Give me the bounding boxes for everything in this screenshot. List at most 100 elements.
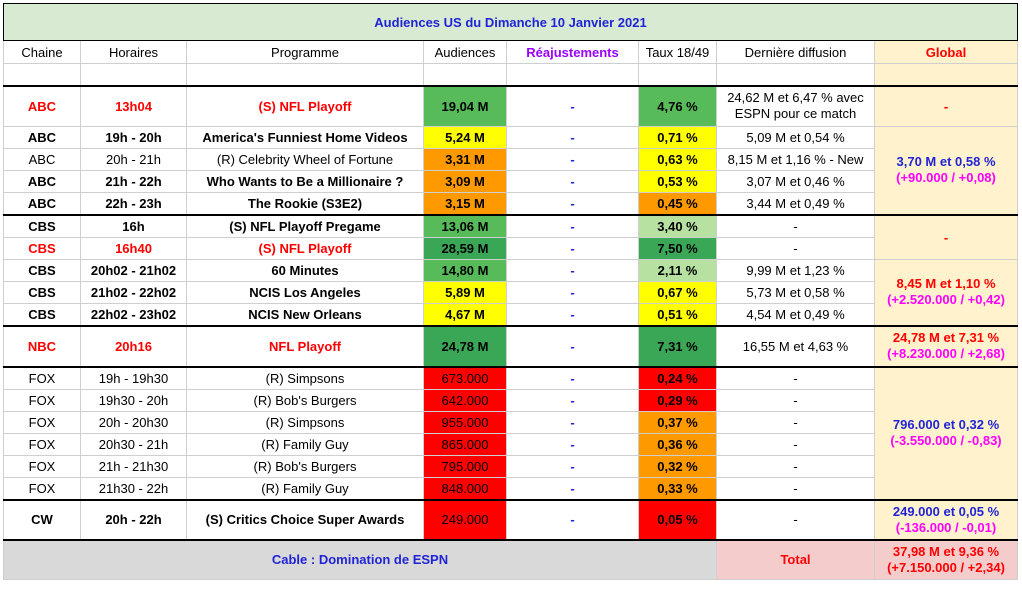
audiences-cell: 249.000 [423, 498, 507, 540]
audiences-cell: 673.000 [423, 365, 507, 390]
global-nbc-delta: (+8.230.000 / +2,68) [887, 346, 1005, 361]
derniere-cell: 16,55 M et 4,63 % [716, 324, 875, 367]
reaj-cell: - [506, 324, 639, 367]
taux-cell: 0,24 % [638, 365, 717, 390]
audiences-cell: 3,15 M [423, 191, 507, 215]
audiences-cell: 19,04 M [423, 85, 507, 127]
programme-cell: (S) NFL Playoff [186, 85, 424, 127]
horaires-cell: 20h30 - 21h [80, 432, 187, 456]
table-row: CBS 21h02 - 22h02 NCIS Los Angeles 5,89 … [3, 280, 1018, 304]
reaj-cell: - [506, 432, 639, 456]
chaine-cell: FOX [3, 388, 81, 412]
horaires-cell: 19h - 19h30 [80, 365, 187, 390]
header-derniere: Dernière diffusion [716, 40, 875, 64]
header-programme: Programme [186, 40, 424, 64]
taux-cell: 0,32 % [638, 454, 717, 478]
reaj-cell: - [506, 498, 639, 540]
derniere-cell: - [716, 410, 875, 434]
header-chaine: Chaine [3, 40, 81, 64]
table-row: ABC 22h - 23h The Rookie (S3E2) 3,15 M -… [3, 191, 1018, 215]
taux-cell: 0,53 % [638, 169, 717, 193]
table-row: FOX 19h30 - 20h (R) Bob's Burgers 642.00… [3, 388, 1018, 412]
taux-cell: 0,37 % [638, 410, 717, 434]
reaj-cell: - [506, 169, 639, 193]
audiences-cell: 3,09 M [423, 169, 507, 193]
chaine-cell: FOX [3, 410, 81, 434]
reaj-cell: - [506, 258, 639, 282]
table-row: FOX 20h30 - 21h (R) Family Guy 865.000 -… [3, 432, 1018, 456]
table-row: FOX 19h - 19h30 (R) Simpsons 673.000 - 0… [3, 365, 1018, 500]
derniere-cell: 9,99 M et 1,23 % [716, 258, 875, 282]
header-row: Chaine Horaires Programme Audiences Réaj… [3, 40, 1018, 64]
header-reajustements: Réajustements [506, 40, 639, 64]
horaires-cell: 16h [80, 213, 187, 238]
reaj-cell: - [506, 85, 639, 127]
reaj-cell: - [506, 388, 639, 412]
global-abc: 3,70 M et 0,58 % (+90.000 / +0,08) [874, 125, 1018, 215]
horaires-cell: 20h - 20h30 [80, 410, 187, 434]
taux-cell: 0,63 % [638, 147, 717, 171]
spacer-row [3, 63, 1018, 87]
derniere-cell: 3,44 M et 0,49 % [716, 191, 875, 215]
derniere-cell: - [716, 454, 875, 478]
chaine-cell: FOX [3, 454, 81, 478]
taux-cell: 0,05 % [638, 498, 717, 540]
audiences-cell: 13,06 M [423, 213, 507, 238]
audiences-cell: 865.000 [423, 432, 507, 456]
total-value: 37,98 M et 9,36 % (+7.150.000 / +2,34) [874, 538, 1018, 580]
audiences-cell: 4,67 M [423, 302, 507, 326]
table-row: CW 20h - 22h (S) Critics Choice Super Aw… [3, 498, 1018, 540]
programme-cell: (R) Family Guy [186, 432, 424, 456]
derniere-cell: 24,62 M et 6,47 % avec ESPN pour ce matc… [716, 85, 875, 127]
taux-cell: 0,71 % [638, 125, 717, 149]
global-fox-main: 796.000 et 0,32 % [892, 417, 1000, 432]
global-cbs-delta: (+2.520.000 / +0,42) [887, 292, 1005, 307]
table-row: CBS 20h02 - 21h02 60 Minutes 14,80 M - 2… [3, 258, 1018, 326]
global-cbs: 8,45 M et 1,10 % (+2.520.000 / +0,42) [874, 258, 1018, 326]
horaires-cell: 20h16 [80, 324, 187, 367]
global-cbs-nfl: - [874, 213, 1018, 260]
footer-row: Cable : Domination de ESPN Total 37,98 M… [3, 538, 1018, 580]
programme-cell: (R) Bob's Burgers [186, 388, 424, 412]
programme-cell: (R) Simpsons [186, 410, 424, 434]
horaires-cell: 20h02 - 21h02 [80, 258, 187, 282]
taux-cell: 2,11 % [638, 258, 717, 282]
chaine-cell: CBS [3, 213, 81, 238]
table-row: ABC 20h - 21h (R) Celebrity Wheel of For… [3, 147, 1018, 171]
programme-cell: (S) NFL Playoff Pregame [186, 213, 424, 238]
horaires-cell: 16h40 [80, 236, 187, 260]
global-cw-delta: (-136.000 / -0,01) [895, 519, 997, 535]
global-abc-nfl: - [874, 85, 1018, 127]
programme-cell: NCIS New Orleans [186, 302, 424, 326]
global-cw-main: 249.000 et 0,05 % [892, 503, 1000, 519]
table-row: CBS 16h40 (S) NFL Playoff 28,59 M - 7,50… [3, 236, 1018, 260]
reaj-cell: - [506, 236, 639, 260]
programme-cell: Who Wants to Be a Millionaire ? [186, 169, 424, 193]
horaires-cell: 20h - 21h [80, 147, 187, 171]
table-row: ABC 13h04 (S) NFL Playoff 19,04 M - 4,76… [3, 85, 1018, 127]
chaine-cell: FOX [3, 432, 81, 456]
table-row: CBS 22h02 - 23h02 NCIS New Orleans 4,67 … [3, 302, 1018, 326]
chaine-cell: ABC [3, 125, 81, 149]
programme-cell: The Rookie (S3E2) [186, 191, 424, 215]
chaine-cell: CW [3, 498, 81, 540]
total-delta: (+7.150.000 / +2,34) [887, 559, 1005, 575]
programme-cell: America's Funniest Home Videos [186, 125, 424, 149]
programme-cell: (R) Bob's Burgers [186, 454, 424, 478]
audiences-cell: 5,89 M [423, 280, 507, 304]
reaj-cell: - [506, 302, 639, 326]
programme-cell: 60 Minutes [186, 258, 424, 282]
title-row: Audiences US du Dimanche 10 Janvier 2021 [3, 3, 1018, 41]
header-horaires: Horaires [80, 40, 187, 64]
table-row: NBC 20h16 NFL Playoff 24,78 M - 7,31 % 1… [3, 324, 1018, 367]
reaj-cell: - [506, 280, 639, 304]
taux-cell: 3,40 % [638, 213, 717, 238]
taux-cell: 0,45 % [638, 191, 717, 215]
global-abc-main: 3,70 M et 0,58 % [896, 154, 996, 169]
taux-cell: 0,36 % [638, 432, 717, 456]
programme-cell: (R) Celebrity Wheel of Fortune [186, 147, 424, 171]
reaj-cell: - [506, 476, 639, 500]
taux-cell: 0,67 % [638, 280, 717, 304]
taux-cell: 7,50 % [638, 236, 717, 260]
taux-cell: 4,76 % [638, 85, 717, 127]
